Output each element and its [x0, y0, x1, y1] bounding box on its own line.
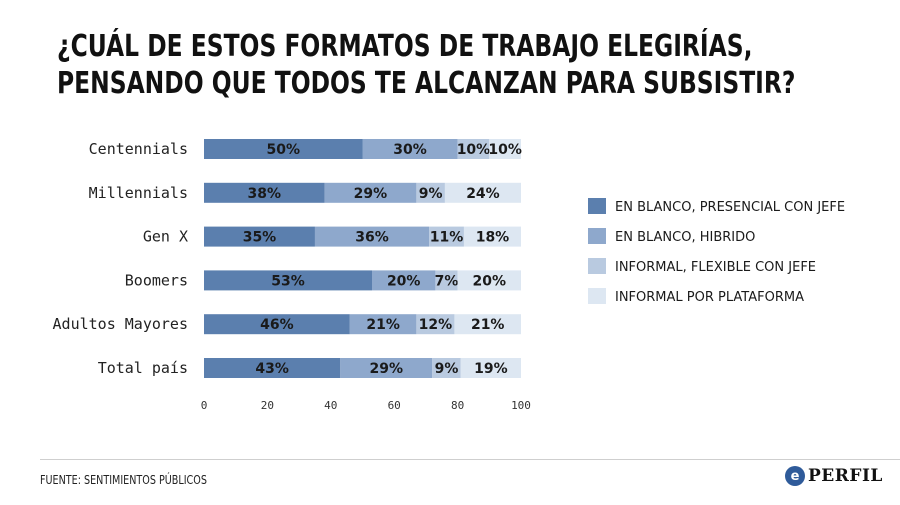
data-label: 21%	[471, 317, 505, 333]
logo-text: PERFIL	[808, 466, 883, 486]
bar-segment	[340, 358, 433, 378]
x-tick-label: 20	[261, 399, 274, 412]
data-label: 35%	[243, 230, 277, 246]
legend-swatch	[588, 198, 606, 214]
bar-segment	[460, 358, 521, 378]
logo-mark-icon: e	[785, 466, 805, 486]
x-tick-label: 0	[201, 399, 208, 412]
bar-segment	[435, 270, 458, 291]
data-label: 20%	[387, 273, 421, 289]
data-label: 18%	[476, 230, 510, 246]
bar-segment	[457, 270, 521, 291]
legend-swatch	[588, 258, 606, 274]
category-label: Millennials	[89, 184, 188, 202]
legend-swatch	[588, 288, 606, 304]
category-label: Total país	[98, 359, 188, 377]
data-label: 11%	[430, 230, 464, 246]
source-note: FUENTE: SENTIMIENTOS PÚBLICOS	[40, 473, 207, 487]
stacked-bar-chart: Centennials 50% 30% 10%10% Millennials 38% 29%…	[53, 139, 845, 412]
perfil-logo: e PERFIL	[785, 466, 883, 486]
bar-segment	[457, 139, 490, 159]
footer-divider	[40, 459, 900, 460]
data-label: 36%	[355, 230, 389, 246]
bar-segment	[454, 314, 521, 335]
category-label: Gen X	[143, 228, 188, 246]
data-label: 7%	[435, 273, 459, 289]
legend-swatch	[588, 228, 606, 244]
bar-segment	[204, 139, 363, 159]
x-tick-label: 100	[511, 399, 531, 412]
bar-segment	[324, 182, 417, 203]
bar-segment	[429, 226, 464, 247]
data-label: 46%	[260, 317, 294, 333]
bar-segment	[204, 270, 373, 291]
title-line-2: PENSANDO QUE TODOS TE ALCANZAN PARA SUBS…	[57, 66, 796, 101]
data-label: 9%	[435, 361, 459, 377]
bar-segment	[416, 182, 445, 203]
x-tick-label: 60	[388, 399, 401, 412]
bar-segment	[362, 139, 458, 159]
bar-segment	[204, 226, 315, 247]
bar-segment	[314, 226, 430, 247]
category-label: Boomers	[125, 271, 188, 289]
chart-title: ¿CUÁL DE ESTOS FORMATOS DE TRABAJO ELEGI…	[57, 28, 795, 102]
data-label: 50%	[266, 142, 300, 158]
data-label: 29%	[370, 361, 404, 377]
data-label: 12%	[419, 317, 453, 333]
bar-segment	[372, 270, 436, 291]
legend-label: INFORMAL, FLEXIBLE CON JEFE	[615, 260, 816, 275]
bar-segment	[444, 182, 521, 203]
bar-segment	[463, 226, 521, 247]
x-tick-label: 80	[451, 399, 464, 412]
data-label: 24%	[466, 186, 500, 202]
data-label: 9%	[419, 186, 443, 202]
data-label: 38%	[247, 186, 281, 202]
category-label: Adultos Mayores	[53, 315, 188, 333]
data-label: 20%	[473, 273, 507, 289]
data-label: 10%	[457, 142, 491, 158]
legend-label: EN BLANCO, HIBRIDO	[615, 230, 755, 245]
bar-segment	[204, 182, 325, 203]
data-label: 10%	[488, 142, 522, 158]
data-label: 53%	[271, 273, 305, 289]
data-label: 29%	[354, 186, 388, 202]
bar-segment	[204, 358, 341, 378]
bar-segment	[416, 314, 455, 335]
data-label: 30%	[393, 142, 427, 158]
data-label: 21%	[366, 317, 400, 333]
bar-segment	[489, 139, 521, 159]
bar-segment	[349, 314, 417, 335]
bar-segment	[432, 358, 461, 378]
legend-label: INFORMAL POR PLATAFORMA	[615, 290, 804, 305]
title-line-1: ¿CUÁL DE ESTOS FORMATOS DE TRABAJO ELEGI…	[57, 29, 753, 64]
bar-segment	[204, 314, 350, 335]
data-label: 43%	[255, 361, 289, 377]
data-label: 19%	[474, 361, 508, 377]
x-tick-label: 40	[324, 399, 337, 412]
legend-label: EN BLANCO, PRESENCIAL CON JEFE	[615, 200, 845, 215]
category-label: Centennials	[89, 140, 188, 158]
